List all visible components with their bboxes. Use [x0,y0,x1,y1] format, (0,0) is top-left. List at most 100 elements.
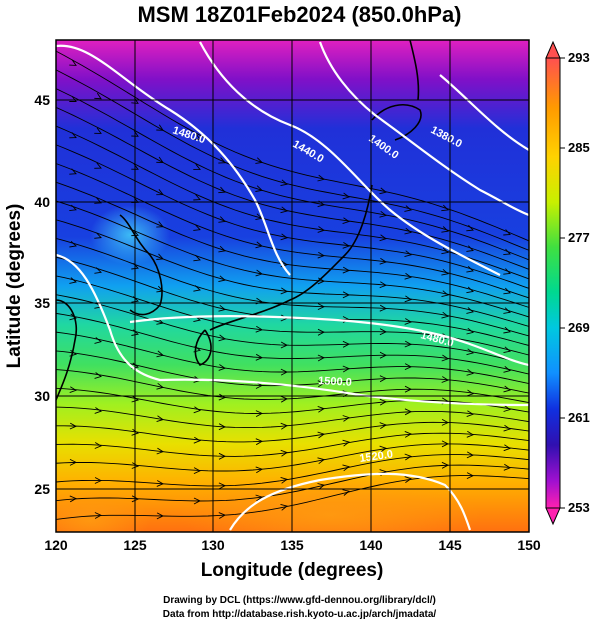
streamline [56,69,529,251]
streamline-arrowhead [280,206,288,214]
coastline-japan-hokkaido [371,104,422,141]
streamline-arrowhead [404,476,412,483]
streamline-arrowhead [218,304,226,312]
streamline-arrowhead [441,247,449,255]
streamline-arrowhead [404,430,413,438]
streamline-arrowhead [69,495,78,503]
streamline-arrowhead [218,364,227,371]
streamline-arrowhead [255,353,264,361]
streamline-arrowhead [466,245,474,252]
streamline [56,275,529,356]
streamline-arrowhead [317,328,326,336]
streamline-arrowhead [503,463,511,471]
streamline-arrowhead [94,372,102,379]
streamline [56,406,529,429]
streamline-arrowhead [218,393,226,401]
streamline-arrowhead [94,232,102,239]
streamline [56,144,529,289]
streamline-arrowhead [218,186,226,194]
contour-1500 [56,253,529,407]
streamline-arrowhead [69,386,78,394]
streamline-arrowhead [317,483,325,490]
streamline-arrowhead [379,210,387,218]
streamline-arrowhead [218,452,227,460]
streamline-arrowhead [404,205,412,212]
streamline-arrowhead [441,354,449,362]
coastlines [56,40,422,401]
x-tick-label: 120 [44,537,68,553]
streamline [56,88,529,261]
streamline-arrowhead [379,257,388,265]
streamline-arrowhead [441,204,449,212]
streamline-arrowhead [280,449,288,457]
streamline-arrowhead [280,233,288,241]
x-tick-label: 140 [359,537,383,553]
x-tick-label: 125 [123,537,147,553]
streamline-arrowhead [342,489,350,496]
streamline-arrowhead [69,204,77,212]
streamline-arrowhead [441,461,450,469]
streamline-arrowhead [441,419,450,426]
x-axis: 120 125 130 135 140 145 150 Longitude (d… [44,537,541,581]
streamline-arrowhead [156,221,164,228]
contour-1380 [439,74,529,151]
streamline-arrowhead [404,295,413,303]
streamline-arrowhead [503,385,511,393]
streamline-arrowhead [218,512,227,519]
streamline [56,219,529,327]
cold-pocket-overlay [90,205,170,265]
streamline-arrowhead [466,286,474,294]
streamline-arrowhead [255,269,263,277]
streamline-arrowhead [280,341,289,349]
streamline-arrowhead [317,174,325,182]
streamline [56,464,529,502]
streamline [56,312,529,375]
contour-1520 [229,472,472,531]
streamline-arrowhead [342,464,350,472]
streamline-arrowhead [69,277,77,284]
streamline-arrowhead [218,423,227,431]
y-tick-label: 30 [34,388,50,404]
streamline [56,200,529,318]
streamline-arrowhead [466,369,474,376]
y-tick-label: 40 [34,194,50,210]
streamline [56,331,529,385]
streamline-arrowhead [156,415,165,423]
streamline-arrowhead [69,240,77,248]
streamline-arrowhead [156,318,164,325]
streamline-arrowhead [503,229,511,236]
streamline-arrowhead [466,451,474,459]
streamline-arrowhead [404,272,413,280]
streamline-arrowhead [193,163,201,171]
streamline-arrowhead [94,162,102,169]
streamline-arrowhead [317,457,325,465]
streamline-arrowhead [404,408,413,416]
contour-1440 [199,41,501,276]
colorbar-tick-label: 269 [568,320,590,335]
streamline-arrowhead [280,422,289,430]
streamline-arrowhead [69,95,77,102]
streamline-arrowhead [503,287,511,295]
streamline-arrowhead [342,266,351,274]
streamline-arrowhead [379,445,387,453]
streamline-arrowhead [193,133,201,140]
colorbar-min-arrow [545,507,561,526]
streamline [56,106,529,270]
streamline-arrowhead [404,385,413,393]
streamline-arrowhead [379,281,388,289]
x-tick-label: 145 [438,537,462,553]
streamline-arrowhead [69,313,77,321]
streamline-arrowhead [94,92,102,100]
coastline-kyushu [194,329,212,366]
streamline-arrowhead [280,368,289,376]
streamline-arrowhead [280,503,288,511]
streamline-arrowhead [342,217,351,225]
streamline-arrowhead [218,334,226,342]
streamline [56,163,529,299]
streamline-arrowhead [404,318,413,325]
streamline-arrowhead [404,227,412,235]
streamline-arrowhead [255,466,264,474]
streamline-arrowhead [193,436,201,444]
streamline [56,443,529,472]
streamline-arrowhead [317,226,325,233]
